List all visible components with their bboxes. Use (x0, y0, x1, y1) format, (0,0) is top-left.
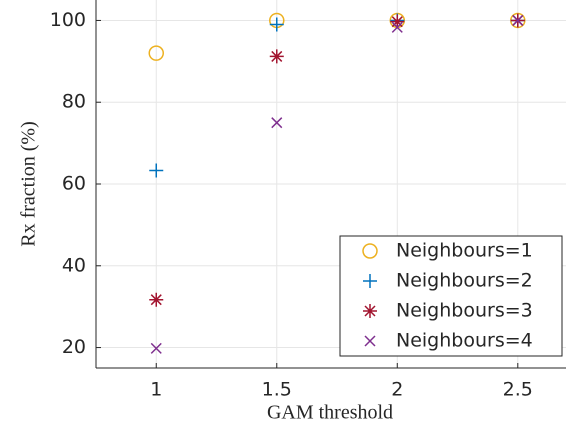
scatter-point (271, 117, 283, 129)
x-axis-label: GAM threshold (267, 402, 393, 424)
x-tick-label: 2 (391, 379, 403, 401)
scatter-point (269, 17, 284, 32)
legend-box (339, 235, 563, 357)
scatter-point (150, 342, 162, 354)
y-axis-label: Rx fraction (%) (18, 121, 40, 247)
scatter-point (391, 21, 403, 33)
y-tick-label: 40 (62, 254, 86, 276)
y-tick-label: 80 (62, 91, 86, 113)
x-tick-label: 1 (150, 379, 162, 401)
legend-marker (363, 304, 377, 318)
x-tick-label: 1.5 (262, 379, 292, 401)
legend-marker (362, 243, 378, 259)
legend-label: Neighbours=2 (396, 270, 533, 292)
scatter-point (148, 45, 165, 61)
legend-label: Neighbours=1 (396, 240, 533, 262)
y-tick-label: 20 (62, 336, 86, 358)
scatter-point (149, 163, 164, 178)
x-tick-label: 2.5 (503, 379, 533, 401)
scatter-point (149, 292, 164, 307)
legend-marker (363, 274, 377, 288)
y-tick-label: 60 (62, 173, 86, 195)
legend-label: Neighbours=3 (396, 300, 533, 322)
scatter-point (269, 49, 284, 64)
scatter-point (512, 14, 524, 26)
legend-marker (364, 335, 376, 347)
legend-label: Neighbours=4 (396, 330, 533, 352)
scatter-point (390, 14, 405, 29)
y-tick-label: 100 (50, 9, 86, 31)
